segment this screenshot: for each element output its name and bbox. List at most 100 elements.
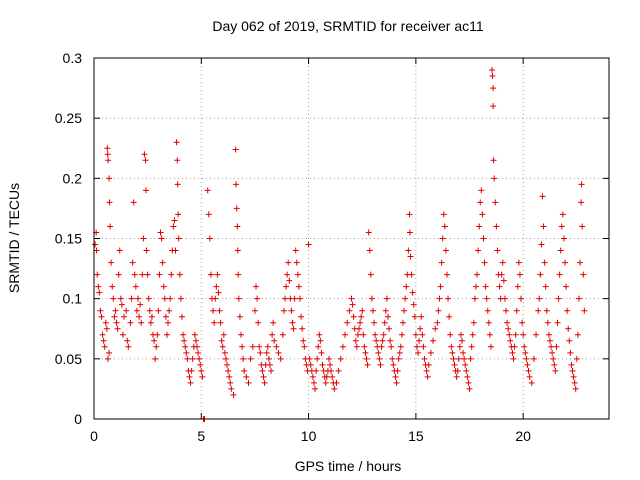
data-point bbox=[460, 349, 467, 356]
y-tick-label: 0.05 bbox=[55, 351, 82, 367]
data-point bbox=[105, 157, 112, 164]
data-point bbox=[157, 229, 164, 236]
data-point bbox=[97, 307, 104, 314]
data-point bbox=[251, 307, 258, 314]
data-point bbox=[256, 343, 263, 350]
data-point bbox=[192, 337, 199, 344]
data-point bbox=[489, 67, 496, 74]
data-point bbox=[188, 367, 195, 374]
data-point bbox=[523, 355, 530, 362]
data-point bbox=[493, 223, 500, 230]
data-point bbox=[117, 295, 124, 302]
data-point bbox=[545, 331, 552, 338]
data-point bbox=[416, 337, 423, 344]
data-point bbox=[107, 223, 114, 230]
data-point bbox=[449, 349, 456, 356]
data-point bbox=[516, 271, 523, 278]
data-point bbox=[392, 373, 399, 380]
data-point bbox=[559, 211, 566, 218]
data-point bbox=[572, 385, 579, 392]
data-point bbox=[544, 319, 551, 326]
data-point bbox=[106, 199, 113, 206]
data-point bbox=[159, 259, 166, 266]
data-point bbox=[257, 349, 264, 356]
data-point bbox=[236, 313, 243, 320]
data-point bbox=[556, 271, 563, 278]
data-point bbox=[553, 343, 560, 350]
data-point bbox=[198, 367, 205, 374]
data-point bbox=[509, 349, 516, 356]
data-point bbox=[130, 199, 137, 206]
data-point bbox=[567, 349, 574, 356]
data-point bbox=[237, 331, 244, 338]
data-point bbox=[234, 223, 241, 230]
data-point bbox=[175, 211, 182, 218]
data-point bbox=[161, 295, 168, 302]
data-point bbox=[568, 361, 575, 368]
data-point bbox=[566, 337, 573, 344]
data-point bbox=[368, 295, 375, 302]
plot-frame bbox=[93, 57, 610, 420]
data-point bbox=[386, 325, 393, 332]
data-point bbox=[243, 373, 250, 380]
data-point bbox=[310, 379, 317, 386]
data-point bbox=[134, 295, 141, 302]
data-point bbox=[277, 355, 284, 362]
data-point bbox=[317, 337, 324, 344]
data-point bbox=[218, 337, 225, 344]
data-point bbox=[279, 331, 286, 338]
data-point bbox=[396, 349, 403, 356]
data-point bbox=[301, 343, 308, 350]
data-point bbox=[283, 283, 290, 290]
data-point bbox=[226, 373, 233, 380]
data-point bbox=[162, 313, 169, 320]
data-point bbox=[318, 349, 325, 356]
data-point bbox=[369, 307, 376, 314]
data-point bbox=[174, 157, 181, 164]
y-tick-label: 0 bbox=[74, 411, 82, 427]
data-point bbox=[235, 271, 242, 278]
data-point bbox=[329, 373, 336, 380]
data-point bbox=[275, 349, 282, 356]
data-point bbox=[142, 187, 149, 194]
data-point bbox=[492, 199, 499, 206]
y-tick-label: 0.25 bbox=[55, 110, 82, 126]
data-point bbox=[140, 235, 147, 242]
data-point bbox=[331, 385, 338, 392]
data-point bbox=[271, 337, 278, 344]
data-point bbox=[307, 361, 314, 368]
data-point bbox=[113, 319, 120, 326]
data-point bbox=[241, 367, 248, 374]
data-point bbox=[142, 157, 149, 164]
data-point bbox=[411, 313, 418, 320]
data-point bbox=[401, 307, 408, 314]
data-point bbox=[546, 337, 553, 344]
data-point bbox=[265, 355, 272, 362]
data-point bbox=[180, 331, 187, 338]
data-point bbox=[571, 379, 578, 386]
data-point bbox=[210, 307, 217, 314]
data-point bbox=[410, 301, 417, 308]
data-point bbox=[139, 271, 146, 278]
data-point bbox=[475, 247, 482, 254]
data-point bbox=[215, 289, 222, 296]
data-point bbox=[96, 289, 103, 296]
data-point bbox=[194, 343, 200, 350]
data-point bbox=[581, 307, 588, 314]
data-point bbox=[511, 343, 518, 350]
data-point bbox=[573, 355, 580, 362]
data-point bbox=[470, 319, 477, 326]
data-point bbox=[151, 337, 158, 344]
data-point bbox=[346, 307, 353, 314]
data-point bbox=[519, 319, 526, 326]
data-point bbox=[549, 349, 556, 356]
data-point bbox=[177, 295, 184, 302]
data-point bbox=[418, 313, 425, 320]
data-point bbox=[384, 313, 391, 320]
y-tick-label: 0.2 bbox=[63, 170, 83, 186]
data-point bbox=[484, 307, 491, 314]
data-point bbox=[427, 349, 434, 356]
data-point bbox=[171, 217, 178, 224]
data-point bbox=[550, 355, 557, 362]
data-point bbox=[260, 373, 267, 380]
